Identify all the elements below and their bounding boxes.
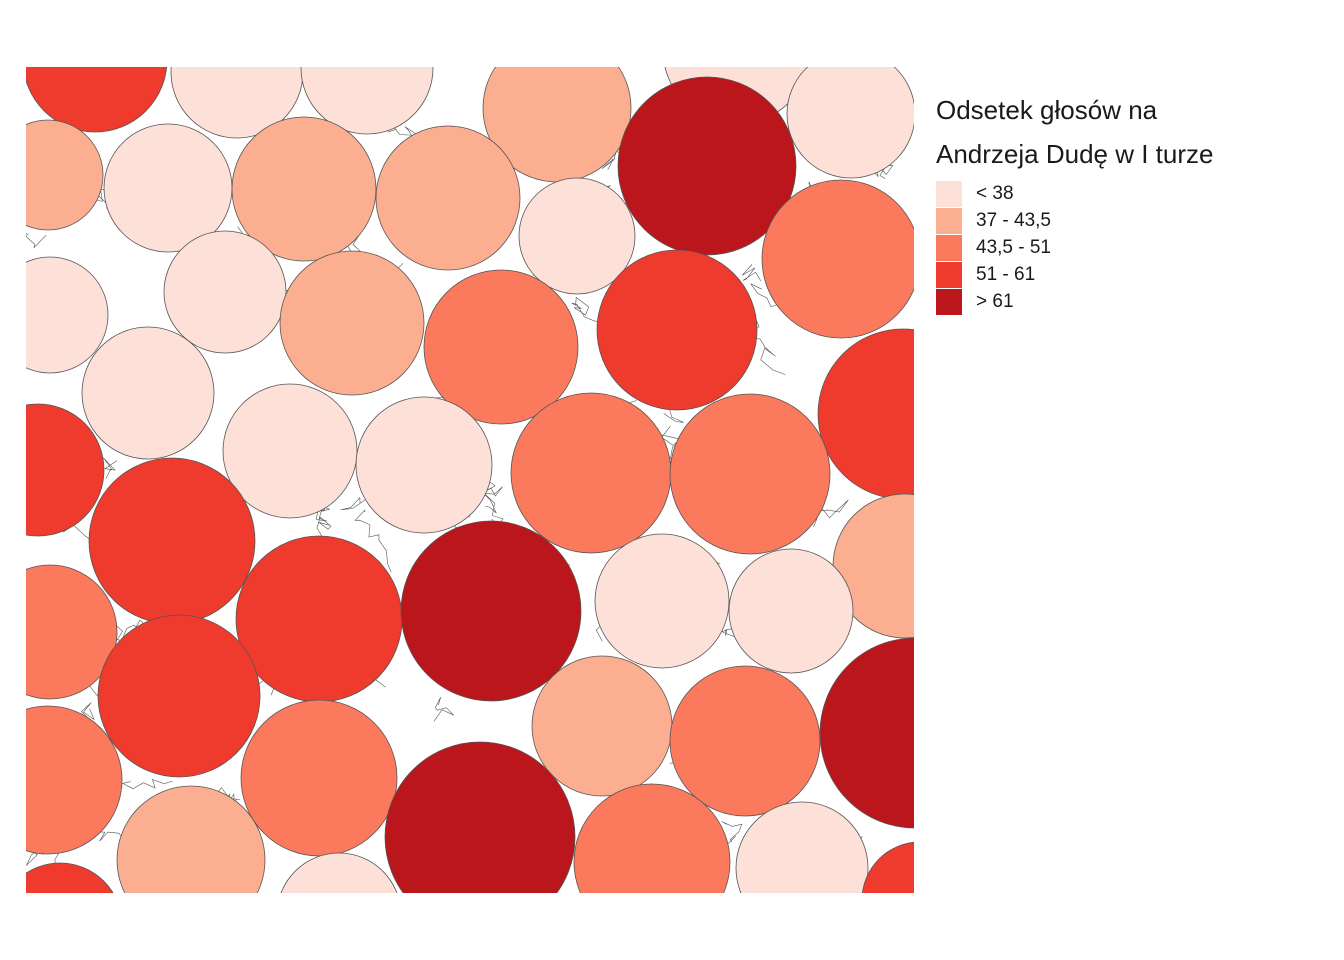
legend-item-lt-38: < 38 [936, 180, 1213, 207]
district-circle [240, 699, 398, 857]
district-circle [400, 520, 582, 702]
district-boundary [354, 509, 392, 573]
legend-label: > 61 [976, 290, 1014, 312]
legend-swatch [936, 180, 962, 207]
district-circle [735, 801, 869, 893]
district-circle [279, 250, 425, 396]
legend-item-51-61: 51 - 61 [936, 261, 1213, 288]
legend-swatch [936, 288, 962, 315]
district-circle [728, 548, 854, 674]
district-boundary [26, 232, 47, 249]
district-boundary [103, 457, 118, 479]
district-circle [81, 326, 215, 460]
district-circle [222, 383, 358, 519]
district-circle [669, 393, 831, 555]
district-boundary [571, 296, 602, 323]
district-boundary [867, 163, 894, 180]
district-circle [280, 852, 398, 893]
district-circle [26, 256, 109, 374]
district-circle [669, 665, 821, 817]
legend-items: < 38 37 - 43,5 43,5 - 51 51 - 61 > 61 [936, 180, 1213, 315]
district-circle [819, 637, 914, 829]
district-boundary [121, 779, 173, 790]
district-circle [300, 67, 434, 135]
district-circle [170, 67, 304, 139]
district-circle [617, 76, 797, 256]
district-circle [26, 862, 114, 893]
district-circle [761, 179, 914, 339]
district-circle [116, 785, 266, 893]
legend-swatch [936, 261, 962, 288]
district-boundary [741, 264, 762, 282]
district-circle [26, 119, 104, 231]
legend-swatch [936, 234, 962, 261]
district-circle [423, 269, 579, 425]
legend-swatch [936, 207, 962, 234]
legend-title: Odsetek głosów na Andrzeja Dudę w I turz… [936, 88, 1213, 176]
district-circle [817, 328, 914, 500]
legend-item-37-43-5: 37 - 43,5 [936, 207, 1213, 234]
district-circle [510, 392, 672, 554]
district-boundary [316, 516, 332, 549]
district-boundary [721, 821, 743, 842]
district-circle [26, 705, 123, 855]
district-circle [97, 614, 261, 778]
district-circle [235, 535, 403, 703]
legend-title-line-2: Andrzeja Dudę w I turze [936, 139, 1214, 169]
district-circle [573, 783, 731, 893]
legend-label: 43,5 - 51 [976, 236, 1051, 258]
district-circle [832, 493, 914, 639]
legend-label: 51 - 61 [976, 263, 1036, 285]
district-circle [26, 403, 105, 537]
district-circles [26, 67, 914, 893]
district-circle [531, 655, 673, 797]
district-circle [594, 533, 730, 669]
district-circle [518, 177, 636, 295]
legend-title-line-1: Odsetek głosów na [936, 95, 1158, 125]
district-circle [862, 841, 914, 893]
legend-item-gt-61: > 61 [936, 288, 1213, 315]
legend: Odsetek głosów na Andrzeja Dudę w I turz… [936, 88, 1213, 315]
district-circle [355, 396, 493, 534]
legend-item-43-5-51: 43,5 - 51 [936, 234, 1213, 261]
district-circle [26, 67, 168, 133]
district-circle [786, 67, 914, 179]
district-circle [26, 564, 118, 700]
district-circle [384, 741, 576, 893]
legend-label: < 38 [976, 182, 1014, 204]
district-circle [163, 230, 287, 354]
district-circle [375, 125, 521, 271]
district-circle [596, 249, 758, 411]
district-boundary [433, 696, 455, 722]
district-circle [231, 116, 377, 262]
legend-label: 37 - 43,5 [976, 209, 1051, 231]
district-circle [88, 457, 256, 625]
